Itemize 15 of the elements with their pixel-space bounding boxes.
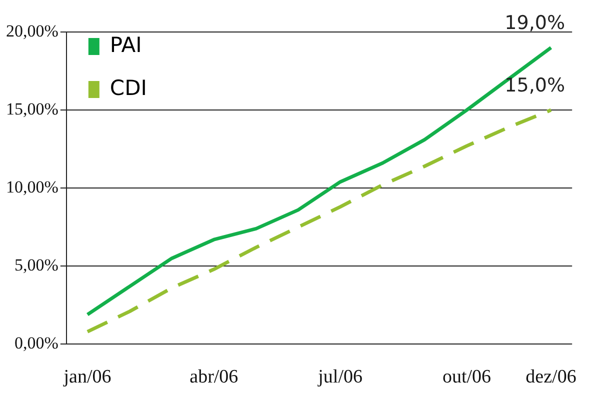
y-tick-label: 15,00%: [6, 100, 58, 119]
annotation: 15,0%: [504, 74, 566, 96]
x-tick-label: jan/06: [62, 366, 112, 388]
line-series: [86, 108, 553, 334]
x-tick-label: out/06: [442, 366, 492, 388]
y-tick-label: 20,00%: [6, 21, 58, 40]
x-tick-label: dez/06: [526, 366, 576, 388]
legend-label: CDI: [110, 76, 147, 100]
legend-label: PAI: [110, 32, 142, 57]
x-tick-label: abr/06: [190, 366, 238, 388]
annotation: 19,0%: [504, 12, 566, 34]
y-tick-label: 5,00%: [14, 256, 58, 275]
x-tick-label: jul/06: [317, 366, 362, 388]
y-tick-label: 10,00%: [6, 178, 58, 197]
y-tick-label: 0,00%: [14, 334, 58, 353]
